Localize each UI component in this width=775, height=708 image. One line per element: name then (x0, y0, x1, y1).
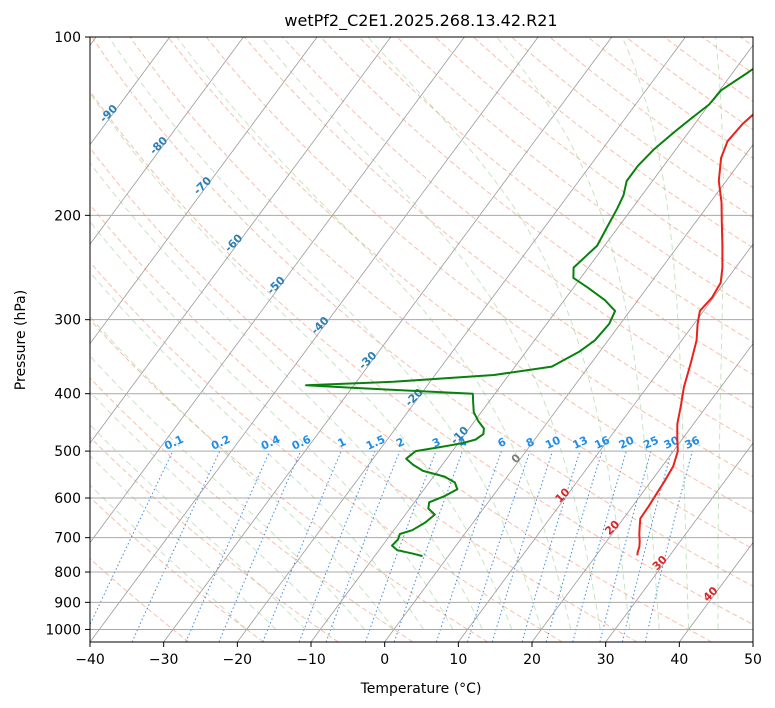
x-tick-label: 50 (744, 652, 762, 668)
moist-adiabat-line (90, 92, 513, 630)
plot-background (90, 37, 753, 642)
isotherm-label: -100 (45, 67, 74, 96)
mixing-ratio-label: 20 (617, 433, 637, 451)
mixing-ratio-label: 16 (593, 433, 613, 451)
dry-adiabat-line (244, 37, 753, 443)
y-tick-label: 700 (54, 531, 81, 547)
y-tick-label: 200 (54, 208, 81, 224)
sounding-series (305, 67, 753, 558)
isotherm-line (531, 342, 753, 642)
moist-adiabat-line (90, 391, 336, 630)
moist-adiabat-line (90, 271, 424, 630)
y-tick-label: 300 (54, 313, 81, 329)
dry-adiabat-line (90, 204, 638, 642)
plot-frame (89, 36, 754, 643)
mixing-ratio-line (364, 450, 437, 642)
moist-adiabat-line (108, 37, 542, 630)
x-tick-label: −40 (75, 652, 105, 668)
mixing-ratio-line (467, 450, 531, 642)
mixing-ratio-line (298, 450, 376, 642)
isotherm-line (384, 144, 753, 642)
y-tick-label: 900 (54, 595, 81, 611)
dry-adiabat-line (167, 37, 753, 514)
mixing-ratio-line (572, 450, 627, 642)
temperature-series-line (636, 113, 753, 556)
moist-adiabat-line (621, 37, 690, 630)
isotherm-line (458, 243, 753, 642)
moist-adiabat-line (90, 424, 306, 630)
x-tick-label: −30 (149, 652, 179, 668)
isotherm-line (90, 37, 465, 544)
isotherm-line (90, 37, 244, 245)
mixing-ratio-line (262, 450, 342, 642)
mixing-ratio-line (435, 450, 502, 642)
x-tick-label: 40 (670, 652, 688, 668)
mixing-ratio-label: 10 (543, 433, 563, 451)
mixing-ratio-line (491, 450, 554, 642)
mixing-ratio-line (325, 450, 401, 642)
mixing-ratio-line (218, 450, 302, 642)
chart-title: wetPf2_C2E1.2025.268.13.42.R21 (284, 11, 557, 31)
x-tick-label: 30 (597, 652, 615, 668)
isotherm-line (163, 37, 613, 642)
x-tick-label: 10 (449, 652, 467, 668)
dry-adiabat-line (90, 557, 190, 642)
isotherm-line (310, 44, 753, 642)
mixing-ratio-line (185, 450, 271, 642)
moist-adiabat-line (367, 37, 631, 630)
mixing-ratio-line (621, 450, 672, 642)
y-tick-label: 500 (54, 444, 81, 460)
isotherm-line (90, 37, 539, 642)
y-axis-label: Pressure (hPa) (13, 290, 29, 390)
x-tick-label: −10 (296, 652, 326, 668)
isotherm-line (752, 641, 753, 642)
isotherm-line (90, 37, 171, 146)
isotherm-line (605, 442, 753, 642)
dry-adiabat-line (282, 37, 753, 409)
moist-adiabat-line (496, 37, 660, 630)
y-tick-label: 400 (54, 387, 81, 403)
x-tick-label: −20 (223, 652, 253, 668)
mixing-ratio-label: 25 (641, 434, 660, 452)
mixing-ratio-line (521, 450, 581, 642)
dry-adiabat-line (396, 37, 753, 311)
y-tick-label: 600 (54, 491, 81, 507)
mixing-ratio-line (545, 450, 603, 642)
dry-adiabat-line (90, 318, 488, 642)
x-tick-label: 20 (523, 652, 541, 668)
moist-adiabat-line (90, 162, 483, 630)
y-tick-label: 1000 (45, 622, 81, 638)
y-tick-label: 100 (54, 30, 81, 46)
moist-adiabat-line (715, 37, 724, 630)
moist-adiabat-line (90, 315, 395, 630)
dry-adiabat-line (90, 90, 753, 626)
moist-adiabat-line (90, 221, 454, 630)
isotherm-line (90, 37, 392, 444)
mixing-ratio-label: 36 (683, 433, 703, 451)
dry-adiabat-line (90, 261, 563, 642)
moist-adiabat-line (176, 37, 572, 630)
isotherm-line (90, 37, 318, 345)
dewpoint-series-line (305, 67, 753, 558)
isotherm-line (237, 37, 686, 642)
moist-adiabat-line (260, 37, 601, 630)
y-tick-label: 800 (54, 565, 81, 581)
x-axis-label: Temperature (°C) (360, 681, 482, 697)
axes: −40 −30 −20 −10 0 10 20 30 40 50 100 200 300 400 500 60… (45, 30, 762, 668)
background-lines (90, 37, 753, 642)
mixing-ratio-line (599, 450, 652, 642)
moist-adiabat-line (90, 484, 247, 630)
moist-adiabat-line (90, 455, 277, 630)
x-tick-label: 0 (380, 652, 389, 668)
mixing-ratio-label: 13 (571, 434, 590, 452)
